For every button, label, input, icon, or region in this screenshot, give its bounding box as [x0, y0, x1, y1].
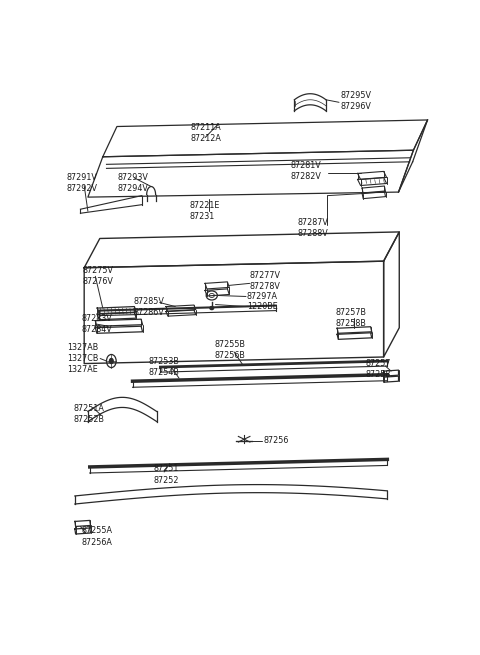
Text: 87255B
87256B: 87255B 87256B — [215, 340, 245, 360]
Text: 87257
87258: 87257 87258 — [365, 358, 391, 379]
Circle shape — [109, 358, 113, 364]
Text: 87257B
87258B: 87257B 87258B — [335, 308, 366, 328]
Text: 87221E
87231: 87221E 87231 — [190, 200, 220, 221]
Text: 87277V
87278V: 87277V 87278V — [250, 271, 281, 291]
Text: 87211A
87212A: 87211A 87212A — [190, 122, 221, 143]
Ellipse shape — [210, 307, 214, 310]
Text: 87283V
87284V: 87283V 87284V — [82, 314, 112, 334]
Text: 1327AB
1327CB
1327AE: 1327AB 1327CB 1327AE — [67, 343, 98, 374]
Text: 87251
87252: 87251 87252 — [153, 464, 179, 485]
Text: 87281V
87282V: 87281V 87282V — [290, 161, 322, 181]
Text: 87287V
87288V: 87287V 87288V — [297, 218, 328, 238]
Text: 87251A
87252B: 87251A 87252B — [73, 404, 104, 424]
Text: 87285V
87286V: 87285V 87286V — [133, 297, 165, 316]
Text: 87253B
87254B: 87253B 87254B — [148, 357, 180, 377]
Text: 87295V
87296V: 87295V 87296V — [340, 91, 371, 111]
Text: 87291V
87292V: 87291V 87292V — [67, 173, 98, 193]
Text: 87297A: 87297A — [247, 292, 278, 301]
Text: 87255A
87256A: 87255A 87256A — [82, 527, 113, 547]
Text: 87293V
87294V: 87293V 87294V — [118, 173, 148, 193]
Text: 87275V
87276V: 87275V 87276V — [83, 266, 113, 286]
Text: 1220BE: 1220BE — [247, 302, 277, 311]
Text: 87256: 87256 — [264, 436, 289, 445]
